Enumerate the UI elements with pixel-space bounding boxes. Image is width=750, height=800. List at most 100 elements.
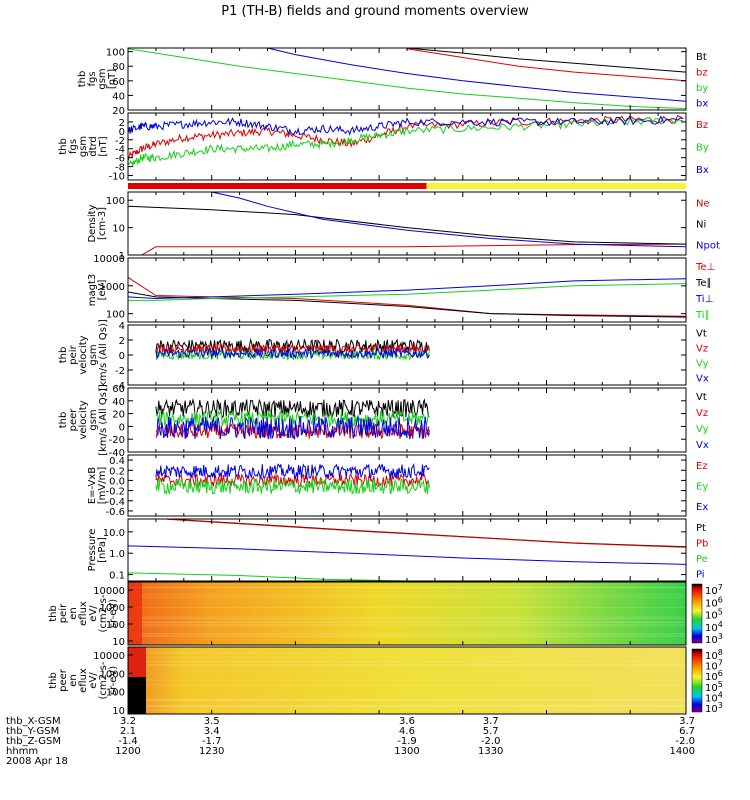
legend-entry: Bx xyxy=(696,165,709,176)
footer-value: 5.7 xyxy=(483,726,499,737)
legend-entry: Bz xyxy=(696,120,708,131)
colorbar-tick-label: 107 xyxy=(705,659,723,673)
y-axis-label-line: fgs xyxy=(68,139,79,154)
footer-value: 4.6 xyxy=(399,726,415,737)
spectrogram-streak xyxy=(128,616,686,618)
series-line-Vz xyxy=(155,343,430,355)
y-axis-label: thb peer en eflux eV/(cm2-s-sr-eV) xyxy=(48,661,119,699)
y-tick-label: 10 xyxy=(112,706,125,717)
colorbar-tick-label: 103 xyxy=(705,701,723,715)
footer-value: 1400 xyxy=(670,746,695,757)
y-axis-label-line: magt3 xyxy=(87,274,98,307)
y-tick-label: -0.6 xyxy=(105,507,125,518)
footer-row-label: thb_Z-GSM xyxy=(6,736,61,747)
series-line-Ti⊥ xyxy=(127,278,687,300)
panel-frame xyxy=(127,518,687,582)
y-tick-label: -4 xyxy=(115,145,125,156)
spectrogram-field xyxy=(128,647,686,714)
panel-frame xyxy=(127,646,687,715)
footer-value: 3.2 xyxy=(120,716,136,727)
y-axis-label-line: sr-eV) xyxy=(108,599,119,628)
series-line-Npot xyxy=(211,191,687,248)
y-axis-label-line: E=-VxB xyxy=(87,467,98,504)
y-axis-label-line: thb xyxy=(58,347,69,364)
y-tick-label: 10000 xyxy=(93,586,125,597)
y-axis-label-line: fgs xyxy=(87,71,98,86)
y-axis-label-line: sr-eV) xyxy=(108,666,119,695)
spectrogram-streak xyxy=(128,652,686,654)
y-tick-label: 100 xyxy=(106,196,125,207)
footer-value: 1230 xyxy=(199,746,224,757)
footer-value: -2.0 xyxy=(481,736,501,747)
legend-entry: Te⊥ xyxy=(695,262,715,273)
y-tick-label: 20 xyxy=(112,106,125,117)
y-axis-label: magt3 [eV] xyxy=(87,274,108,307)
legend-entry: Te∥ xyxy=(695,278,712,289)
y-tick-label: 0 xyxy=(119,351,125,362)
series-line-Vx xyxy=(155,347,430,360)
y-tick-label: 0 xyxy=(119,422,125,433)
legend-entry: Ti⊥ xyxy=(695,294,713,305)
y-axis-label-line: velocity xyxy=(78,335,89,374)
spectrogram-streak xyxy=(128,634,686,636)
spectrogram-streak xyxy=(128,698,686,700)
spectrogram-hot xyxy=(128,582,142,645)
spectrogram-streak xyxy=(128,709,686,711)
y-axis-label-line: (cm2-s- xyxy=(98,594,109,632)
spectrogram-field xyxy=(128,582,686,645)
spectrogram-peir-spectrogram xyxy=(128,582,686,645)
series-line-Bt xyxy=(406,47,687,73)
y-tick-label: 40 xyxy=(112,397,125,408)
footer-row-label: hhmm xyxy=(6,746,38,757)
y-tick-label: 100 xyxy=(106,310,125,321)
series-line-by xyxy=(127,48,687,109)
spectrogram-streak xyxy=(128,684,686,686)
y-tick-label: 0 xyxy=(119,127,125,138)
y-axis-label-line: eV/ xyxy=(88,672,99,689)
legend-entry: by xyxy=(696,83,708,94)
colorbar-tick-label: 105 xyxy=(705,680,723,694)
y-axis-label-line: gsm xyxy=(97,68,108,89)
spectrogram-streak xyxy=(128,635,686,637)
y-axis-label-line: Pressure xyxy=(87,529,98,572)
y-axis-label-line: [nT] xyxy=(107,69,118,89)
y-tick-label: -10 xyxy=(109,172,125,183)
y-axis-label-line: peir xyxy=(68,344,79,364)
series-line-Ti∥ xyxy=(128,283,687,301)
y-axis-label: E=-VxB [mV/m] xyxy=(87,467,108,505)
legend-entry: Vz xyxy=(696,344,708,355)
y-axis-label: thb peer velocity gsm [km/s (All Qs)] xyxy=(58,384,109,456)
y-axis-label-line: [nPa] xyxy=(97,537,108,563)
y-tick-label: 20 xyxy=(112,410,125,421)
y-axis-label-line: [mV/m] xyxy=(97,467,108,505)
colorbar-scale xyxy=(691,583,703,644)
y-axis-label-line: velocity xyxy=(78,400,89,439)
series-line-Vx xyxy=(155,416,430,440)
y-axis-label: thb fgs gsm dtrd [nT] xyxy=(58,136,109,157)
legend-entry: Pe xyxy=(696,554,708,565)
footer-value: 1300 xyxy=(394,746,419,757)
colorbar-scale xyxy=(691,648,703,713)
legend-entry: Bt xyxy=(696,52,707,63)
y-axis-label: thb peir velocity gsm [km/s (All Qs)] xyxy=(58,319,109,391)
legend-entry: Vt xyxy=(696,329,707,340)
footer-row-label: thb_Y-GSM xyxy=(6,726,59,737)
legend-entry: Pi xyxy=(696,569,705,580)
footer-value: 1330 xyxy=(478,746,503,757)
colorbar-tick-label: 107 xyxy=(705,583,723,597)
series-line-By xyxy=(127,117,684,167)
y-tick-label: 100 xyxy=(106,688,125,699)
y-tick-label: 1 xyxy=(119,251,125,262)
spectrogram-streak xyxy=(128,618,686,620)
spectrogram-streak xyxy=(128,632,686,634)
y-tick-label: 1000 xyxy=(100,669,125,680)
y-tick-label: -6 xyxy=(115,154,125,165)
series-line-bz xyxy=(406,48,687,82)
footer-value: 3.6 xyxy=(399,716,415,727)
y-axis-label-line: [km/s (All Qs)] xyxy=(98,384,109,456)
series-line-Ne xyxy=(128,243,687,256)
y-tick-label: 2 xyxy=(119,336,125,347)
y-tick-label: 100 xyxy=(106,48,125,59)
